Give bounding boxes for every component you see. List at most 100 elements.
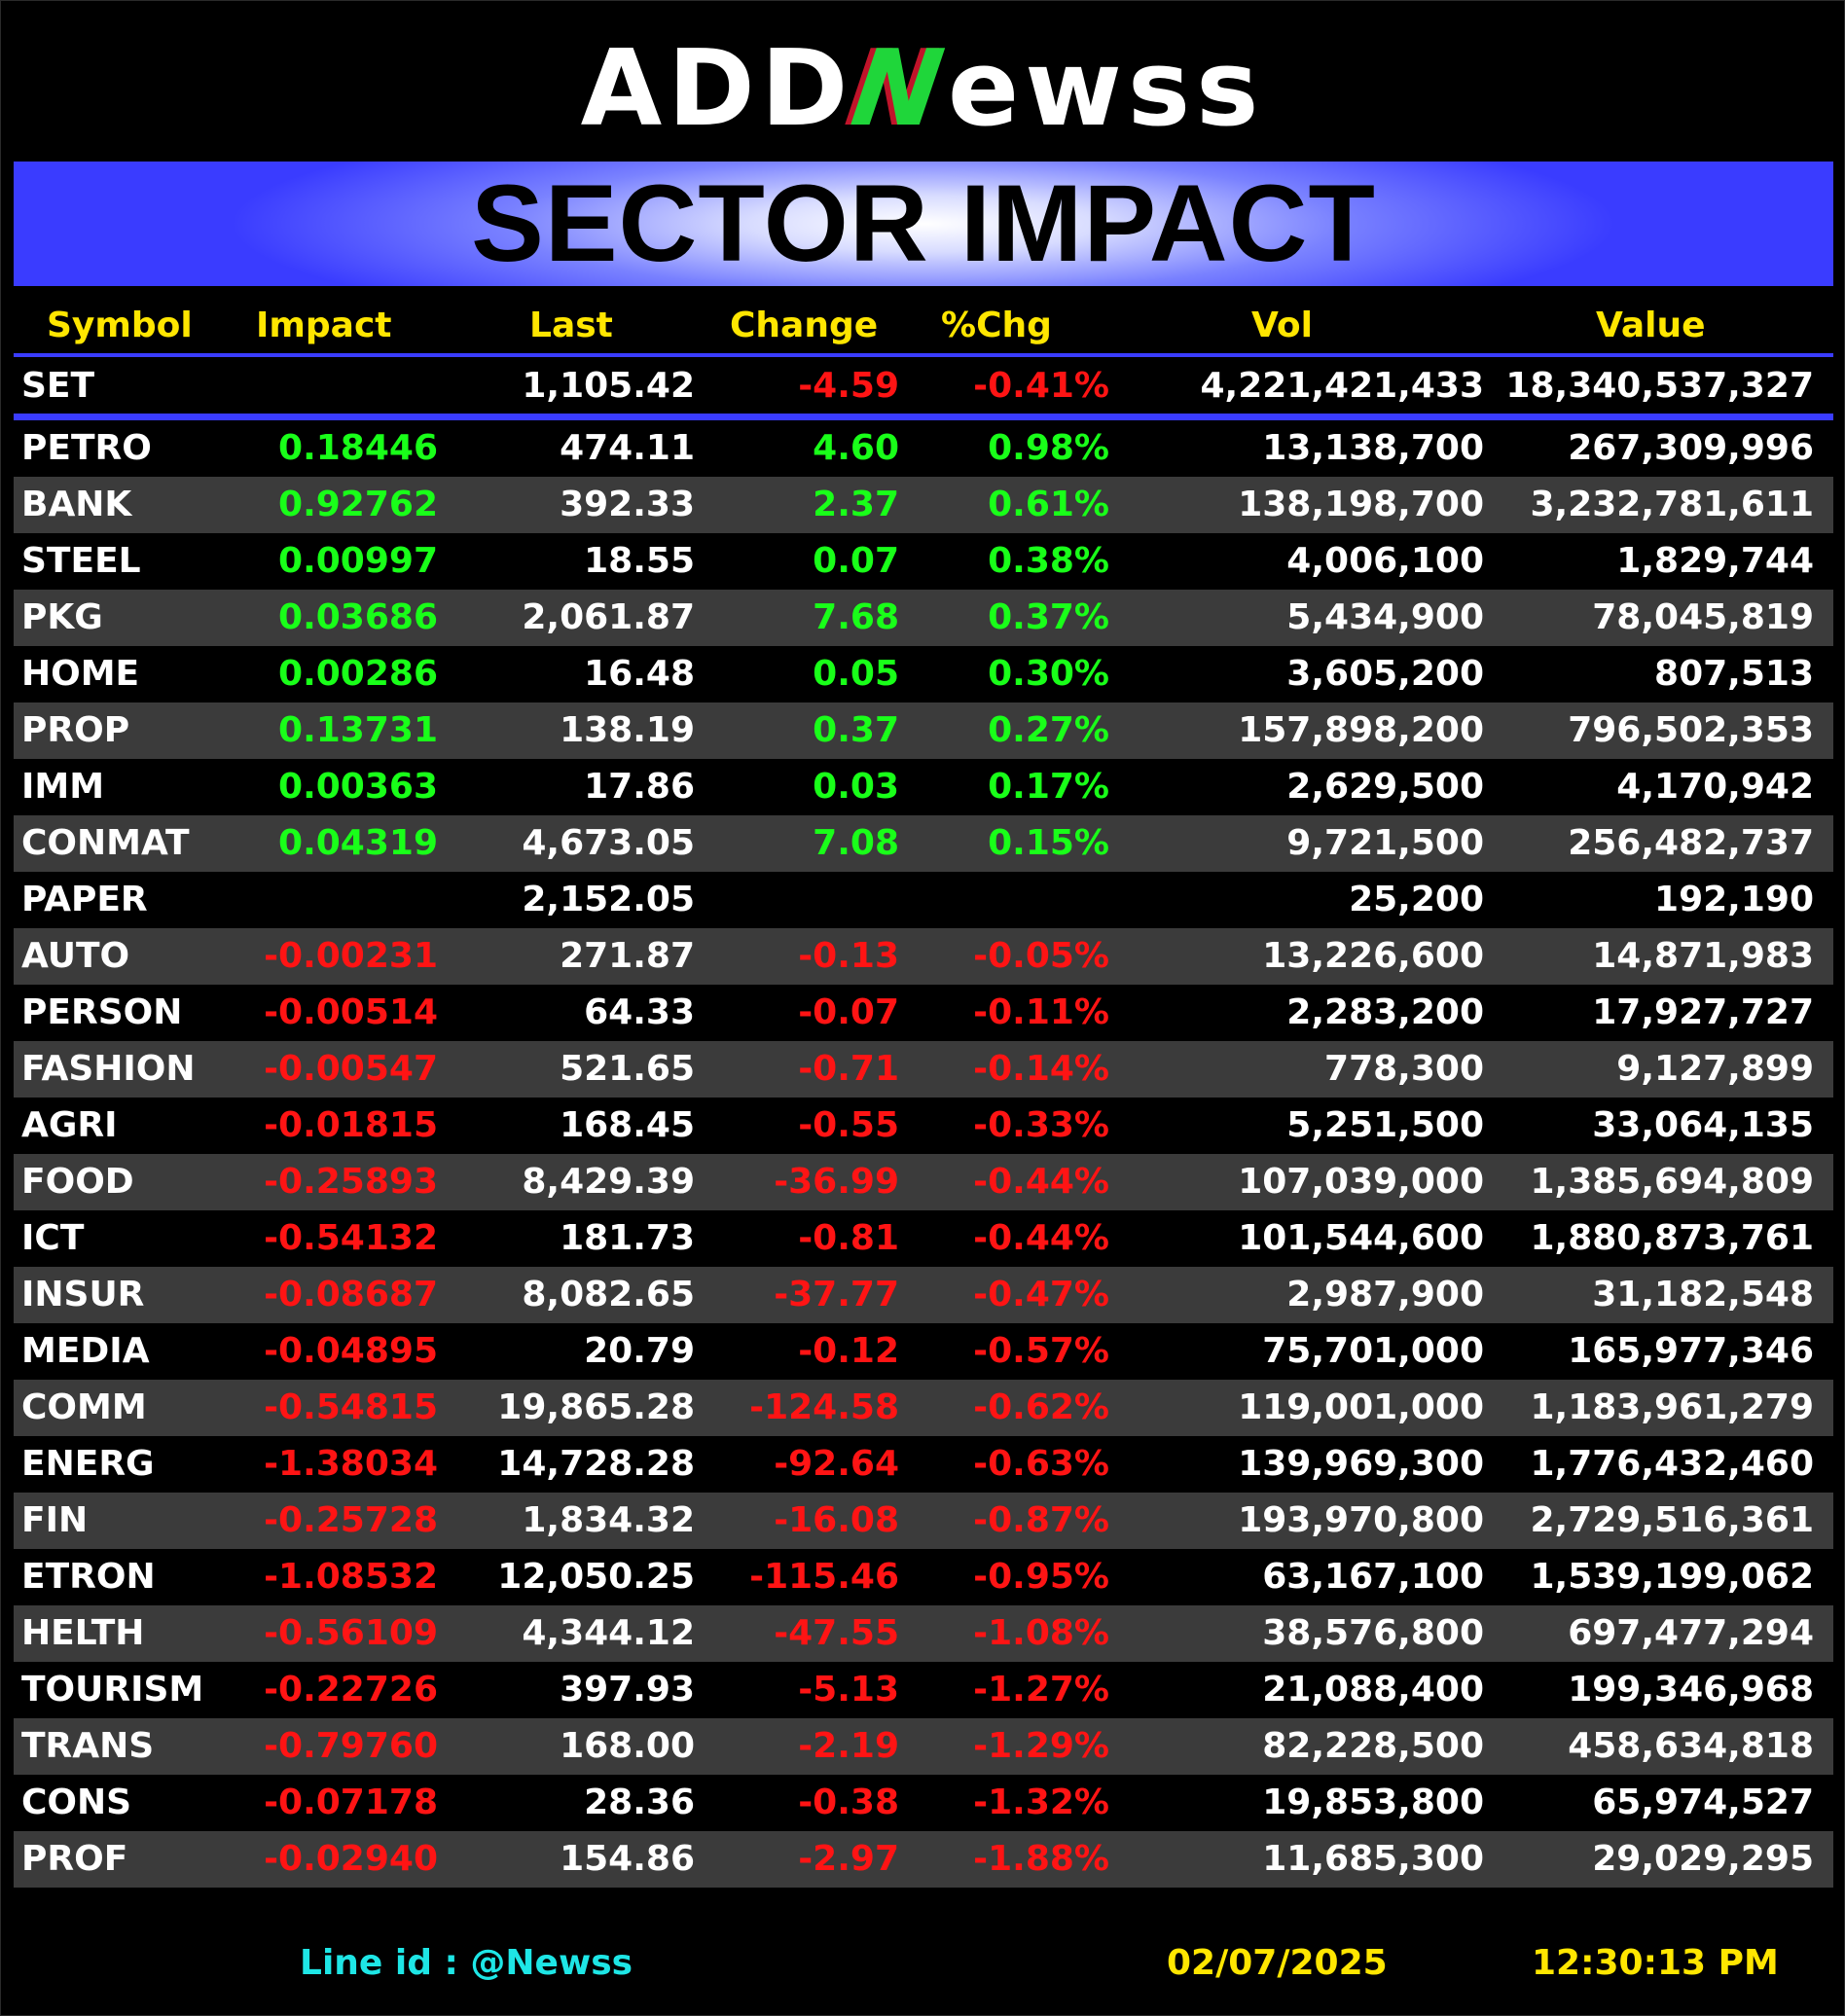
cell-last: 271.87 — [560, 936, 695, 976]
cell-pct: -0.57% — [973, 1331, 1109, 1371]
table-row: ICT -0.54132 181.73 -0.81 -0.44% 101,544,600 1… — [14, 1210, 1833, 1267]
cell-symbol: PETRO — [21, 428, 152, 468]
cell-vol: 2,629,500 — [1286, 767, 1484, 807]
index-change: -4.59 — [798, 366, 899, 406]
cell-change: -5.13 — [798, 1670, 899, 1710]
table-row: AUTO -0.00231 271.87 -0.13 -0.05% 13,226,600 1… — [14, 928, 1833, 985]
cell-impact: -0.04895 — [264, 1331, 438, 1371]
cell-vol: 5,251,500 — [1286, 1105, 1484, 1145]
logo-n-mark: N — [845, 28, 957, 150]
cell-change: 0.07 — [813, 541, 899, 581]
cell-vol: 3,605,200 — [1286, 654, 1484, 694]
cell-change: -47.55 — [774, 1613, 899, 1653]
cell-symbol: PAPER — [21, 880, 148, 919]
cell-vol: 63,167,100 — [1262, 1557, 1484, 1597]
cell-value: 31,182,548 — [1592, 1275, 1814, 1314]
cell-vol: 9,721,500 — [1286, 823, 1484, 863]
cell-value: 33,064,135 — [1592, 1105, 1814, 1145]
index-vol: 4,221,421,433 — [1200, 366, 1484, 406]
cell-value: 78,045,819 — [1592, 597, 1814, 637]
table-row: FOOD -0.25893 8,429.39 -36.99 -0.44% 107,039,… — [14, 1154, 1833, 1210]
header-symbol: Symbol — [47, 306, 193, 345]
logo-suffix: ewss — [947, 28, 1265, 150]
cell-vol: 13,138,700 — [1262, 428, 1484, 468]
header-last: Last — [529, 306, 613, 345]
table-row: CONS -0.07178 28.36 -0.38 -1.32% 19,853,800 65… — [14, 1775, 1833, 1831]
table-row: COMM -0.54815 19,865.28 -124.58 -0.62% 119,00… — [14, 1380, 1833, 1436]
cell-change: -0.71 — [798, 1049, 899, 1089]
cell-pct: -0.33% — [973, 1105, 1109, 1145]
cell-change: -37.77 — [774, 1275, 899, 1314]
cell-value: 807,513 — [1654, 654, 1814, 694]
logo-prefix: ADD — [580, 28, 854, 150]
cell-impact: -0.54815 — [264, 1387, 438, 1427]
table-row: PKG 0.03686 2,061.87 7.68 0.37% 5,434,900 78,0… — [14, 590, 1833, 646]
cell-pct: -0.44% — [973, 1218, 1109, 1258]
cell-impact: 0.00286 — [278, 654, 438, 694]
cell-vol: 138,198,700 — [1238, 485, 1484, 524]
cell-impact: 0.92762 — [278, 485, 438, 524]
table-row: INSUR -0.08687 8,082.65 -37.77 -0.47% 2,987,9… — [14, 1267, 1833, 1323]
cell-value: 256,482,737 — [1568, 823, 1814, 863]
cell-pct: -0.44% — [973, 1162, 1109, 1202]
cell-pct: -0.47% — [973, 1275, 1109, 1314]
cell-change: -115.46 — [749, 1557, 899, 1597]
cell-last: 2,152.05 — [522, 880, 695, 919]
cell-symbol: PROP — [21, 710, 130, 750]
cell-last: 12,050.25 — [497, 1557, 695, 1597]
cell-vol: 193,970,800 — [1238, 1500, 1484, 1540]
cell-symbol: CONS — [21, 1782, 132, 1822]
cell-value: 1,829,744 — [1616, 541, 1814, 581]
cell-symbol: PERSON — [21, 992, 183, 1032]
cell-symbol: FIN — [21, 1500, 89, 1540]
index-divider — [14, 414, 1833, 420]
cell-change: -16.08 — [774, 1500, 899, 1540]
cell-pct: -1.32% — [973, 1782, 1109, 1822]
index-pct: -0.41% — [973, 366, 1109, 406]
cell-value: 165,977,346 — [1568, 1331, 1814, 1371]
table-row: PETRO 0.18446 474.11 4.60 0.98% 13,138,700 267… — [14, 420, 1833, 477]
cell-value: 29,029,295 — [1592, 1839, 1814, 1879]
cell-last: 168.45 — [560, 1105, 695, 1145]
cell-value: 1,183,961,279 — [1530, 1387, 1814, 1427]
cell-change: 7.08 — [813, 823, 899, 863]
cell-vol: 778,300 — [1324, 1049, 1484, 1089]
cell-vol: 157,898,200 — [1238, 710, 1484, 750]
cell-impact: -0.00547 — [264, 1049, 438, 1089]
table-row: ETRON -1.08532 12,050.25 -115.46 -0.95% 63,16… — [14, 1549, 1833, 1605]
cell-symbol: IMM — [21, 767, 105, 807]
cell-pct: -1.08% — [973, 1613, 1109, 1653]
table-row: FIN -0.25728 1,834.32 -16.08 -0.87% 193,970,8… — [14, 1493, 1833, 1549]
cell-vol: 38,576,800 — [1262, 1613, 1484, 1653]
cell-symbol: COMM — [21, 1387, 147, 1427]
cell-last: 521.65 — [560, 1049, 695, 1089]
cell-change: -36.99 — [774, 1162, 899, 1202]
cell-last: 4,344.12 — [522, 1613, 695, 1653]
cell-vol: 19,853,800 — [1262, 1782, 1484, 1822]
cell-pct: 0.30% — [988, 654, 1109, 694]
cell-change: -0.12 — [798, 1331, 899, 1371]
cell-pct: 0.37% — [988, 597, 1109, 637]
cell-last: 2,061.87 — [522, 597, 695, 637]
cell-last: 18.55 — [584, 541, 695, 581]
cell-change: -0.81 — [798, 1218, 899, 1258]
cell-symbol: TOURISM — [21, 1670, 204, 1710]
cell-value: 2,729,516,361 — [1530, 1500, 1814, 1540]
cell-pct: -0.05% — [973, 936, 1109, 976]
table-row: PROP 0.13731 138.19 0.37 0.27% 157,898,200 796… — [14, 702, 1833, 759]
table-row: PAPER 2,152.05 25,200 192,190 — [14, 872, 1833, 928]
cell-last: 397.93 — [560, 1670, 695, 1710]
table-header: Symbol Impact Last Change %Chg Vol Value — [14, 298, 1833, 354]
cell-pct: -0.11% — [973, 992, 1109, 1032]
cell-value: 1,385,694,809 — [1530, 1162, 1814, 1202]
cell-symbol: ETRON — [21, 1557, 156, 1597]
cell-symbol: MEDIA — [21, 1331, 150, 1371]
cell-change: -124.58 — [749, 1387, 899, 1427]
table-row: AGRI -0.01815 168.45 -0.55 -0.33% 5,251,500 33… — [14, 1098, 1833, 1154]
index-row: SET 1,105.42 -4.59 -0.41% 4,221,421,433 … — [14, 358, 1833, 414]
cell-symbol: FASHION — [21, 1049, 196, 1089]
cell-impact: -0.79760 — [264, 1726, 438, 1766]
cell-symbol: INSUR — [21, 1275, 145, 1314]
cell-pct: -1.29% — [973, 1726, 1109, 1766]
cell-change: -0.55 — [798, 1105, 899, 1145]
